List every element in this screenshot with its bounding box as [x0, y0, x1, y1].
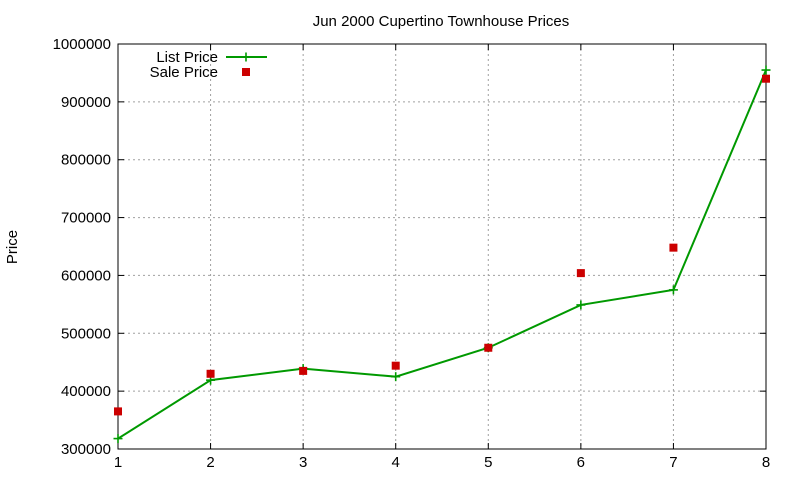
grid [118, 44, 766, 449]
y-tick-label: 800000 [61, 152, 111, 169]
axis-ticks: 300000 400000 500000 600000 700000 800000 9000… [53, 36, 771, 471]
sale-price-point [114, 407, 122, 416]
y-tick-label: 400000 [61, 383, 111, 400]
x-tick-label: 8 [762, 454, 770, 471]
sale-price-point [484, 343, 493, 352]
list-price-point [113, 434, 123, 444]
sale-price-point [576, 269, 585, 278]
series [113, 65, 771, 444]
sale-price-point [299, 366, 308, 375]
x-tick-label: 4 [392, 454, 400, 471]
y-axis-label: Price [4, 230, 21, 264]
y-tick-label: 600000 [61, 267, 111, 284]
list-price-point [576, 300, 586, 310]
y-tick-label: 500000 [61, 325, 111, 342]
y-tick-label: 300000 [61, 441, 111, 458]
sale-price-point [206, 369, 215, 378]
y-tick-label: 700000 [61, 210, 111, 227]
plot-area-frame [117, 43, 767, 450]
y-tick-label: 900000 [61, 94, 111, 111]
x-tick-label: 3 [299, 454, 307, 471]
list-price-point [761, 65, 771, 75]
x-tick-label: 2 [206, 454, 214, 471]
list-price-line [117, 69, 767, 440]
legend-label: List Price [156, 49, 218, 66]
y-tick-label: 1000000 [53, 36, 111, 53]
list-price-point [668, 285, 678, 295]
legend-swatch-sale-price [242, 68, 250, 76]
chart-title: Jun 2000 Cupertino Townhouse Prices [313, 13, 570, 30]
sale-price-point [762, 74, 770, 83]
list-price-point [391, 372, 401, 382]
x-tick-label: 1 [114, 454, 122, 471]
x-tick-label: 6 [577, 454, 585, 471]
x-tick-label: 7 [669, 454, 677, 471]
sale-price-point [669, 243, 678, 252]
sale-price-point [391, 361, 400, 370]
x-tick-label: 5 [484, 454, 492, 471]
legend-label: Sale Price [150, 64, 218, 81]
legend-swatch-list-price [241, 52, 251, 62]
